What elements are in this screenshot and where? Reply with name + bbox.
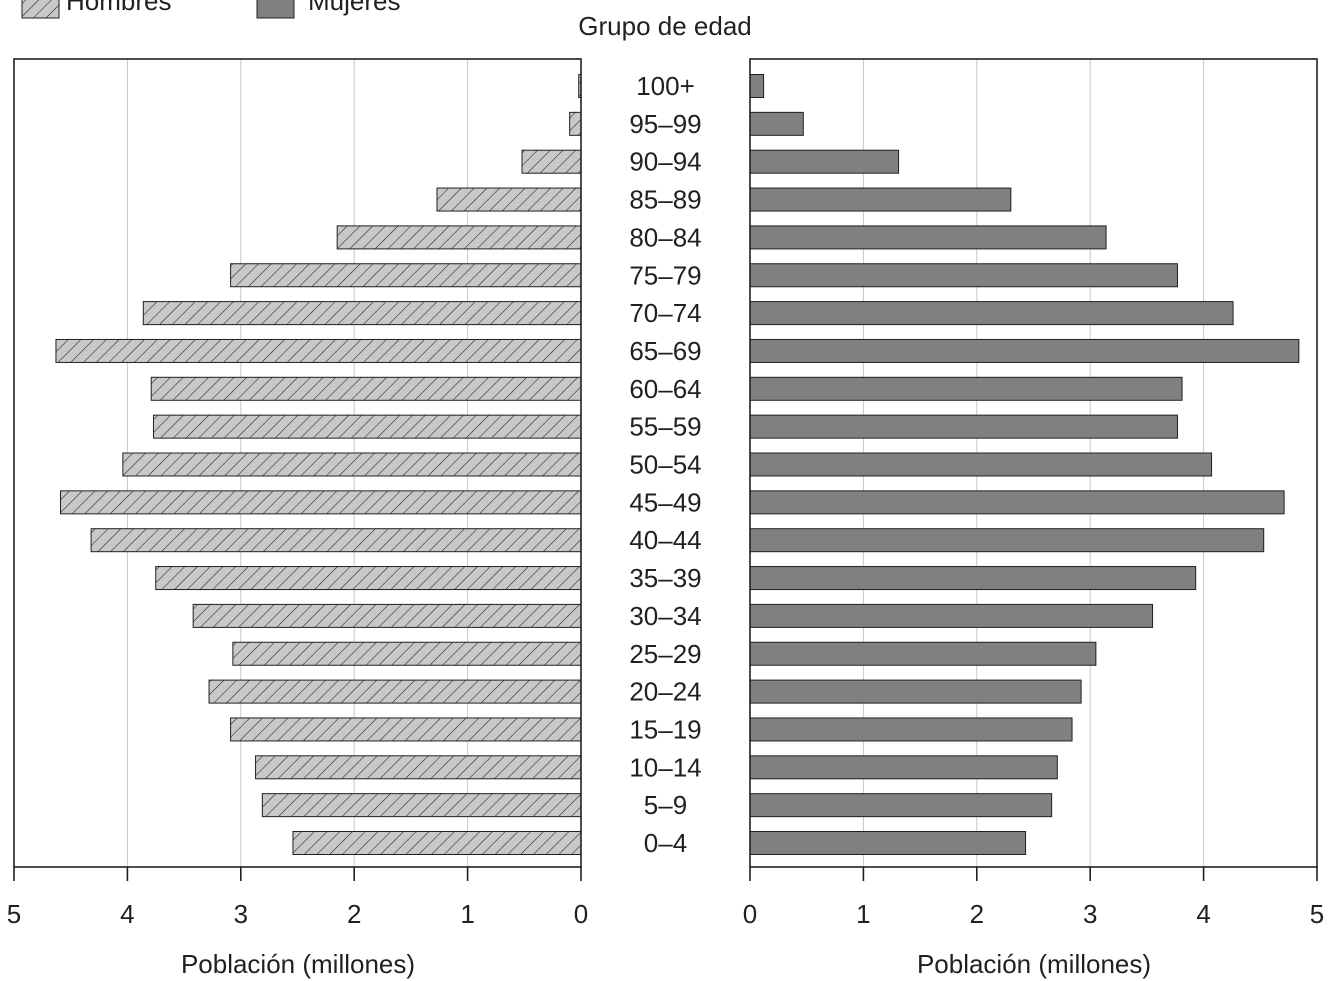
bar-hombres [150,376,582,401]
age-group-label: 95–99 [629,109,701,139]
bar-hombres [90,528,582,553]
x-tick-label: 3 [1083,899,1097,929]
age-group-label: 75–79 [629,260,701,290]
bar-mujeres [749,338,1300,363]
age-group-label: 0–4 [644,828,687,858]
legend-label-hombres: Hombres [66,0,171,16]
bar-hombres [255,755,582,780]
age-group-label: 30–34 [629,601,701,631]
bar-mujeres [749,490,1285,515]
bar-mujeres [749,149,900,174]
bar-hombres [521,149,582,174]
x-tick-label: 2 [970,899,984,929]
x-axis-ticks-left: 0 1 2 3 4 5 [7,867,588,929]
bar-mujeres [749,603,1154,628]
bar-mujeres [749,225,1107,250]
legend-swatch-mujeres [256,0,295,19]
x-tick-label: 5 [1310,899,1324,929]
bar-mujeres [749,111,804,136]
bar-hombres [230,717,582,742]
bar-mujeres [749,74,765,98]
age-group-label: 85–89 [629,185,701,215]
bar-hombres [122,452,582,477]
age-group-label: 10–14 [629,752,701,782]
legend-swatch-hombres [21,0,60,19]
bar-mujeres [749,679,1082,704]
legend-label-mujeres: Mujeres [308,0,400,16]
age-group-label: 40–44 [629,525,701,555]
x-tick-label: 1 [460,899,474,929]
age-group-label: 100+ [636,71,695,101]
bars-hombres [55,74,582,855]
age-group-label: 45–49 [629,487,701,517]
bars-mujeres [749,74,1300,855]
plot-frame-left [13,58,582,868]
x-tick-label: 5 [7,899,21,929]
bar-hombres [261,793,582,818]
bar-mujeres [749,263,1179,288]
x-tick-label: 2 [347,899,361,929]
x-tick-label: 1 [856,899,870,929]
bar-hombres [232,641,582,666]
x-tick-label: 4 [1196,899,1210,929]
chart-title: Grupo de edad [578,11,751,41]
bar-mujeres [749,376,1183,401]
bar-hombres [569,111,582,136]
x-axis-ticks-right: 0 1 2 3 4 5 [743,867,1324,929]
age-group-label: 20–24 [629,677,701,707]
bar-mujeres [749,414,1179,439]
bar-mujeres [749,452,1213,477]
bar-mujeres [749,831,1027,855]
x-axis-label-left: Población (millones) [181,949,415,979]
bar-mujeres [749,528,1265,553]
age-group-label: 60–64 [629,374,701,404]
age-group-label: 50–54 [629,450,701,480]
bar-hombres [230,263,582,288]
bar-hombres [208,679,582,704]
bar-hombres [55,338,582,363]
bar-hombres [292,831,582,855]
age-group-label: 15–19 [629,714,701,744]
x-axis-label-right: Población (millones) [917,949,1151,979]
age-group-label: 55–59 [629,412,701,442]
age-group-label: 5–9 [644,790,687,820]
x-tick-label: 4 [120,899,134,929]
bar-hombres [336,225,582,250]
x-tick-label: 0 [743,899,757,929]
bar-mujeres [749,566,1197,591]
bar-mujeres [749,641,1097,666]
plot-frame-right [749,58,1318,868]
x-tick-label: 3 [234,899,248,929]
age-group-label: 70–74 [629,298,701,328]
bar-hombres [192,603,582,628]
bar-hombres [152,414,582,439]
age-group-label: 35–39 [629,563,701,593]
bar-hombres [59,490,582,515]
bar-mujeres [749,717,1073,742]
age-group-labels: 100+ 95–99 90–94 85–89 80–84 75–79 70–74 65–69 6… [629,71,701,858]
bar-mujeres [749,793,1053,818]
bar-mujeres [749,755,1058,780]
x-tick-label: 0 [574,899,588,929]
age-group-label: 90–94 [629,147,701,177]
bar-hombres [436,187,582,212]
age-group-label: 65–69 [629,336,701,366]
bar-mujeres [749,301,1234,326]
age-group-label: 25–29 [629,639,701,669]
age-group-label: 80–84 [629,222,701,252]
bar-hombres [155,566,582,591]
bar-mujeres [749,187,1012,212]
bar-hombres [142,301,582,326]
